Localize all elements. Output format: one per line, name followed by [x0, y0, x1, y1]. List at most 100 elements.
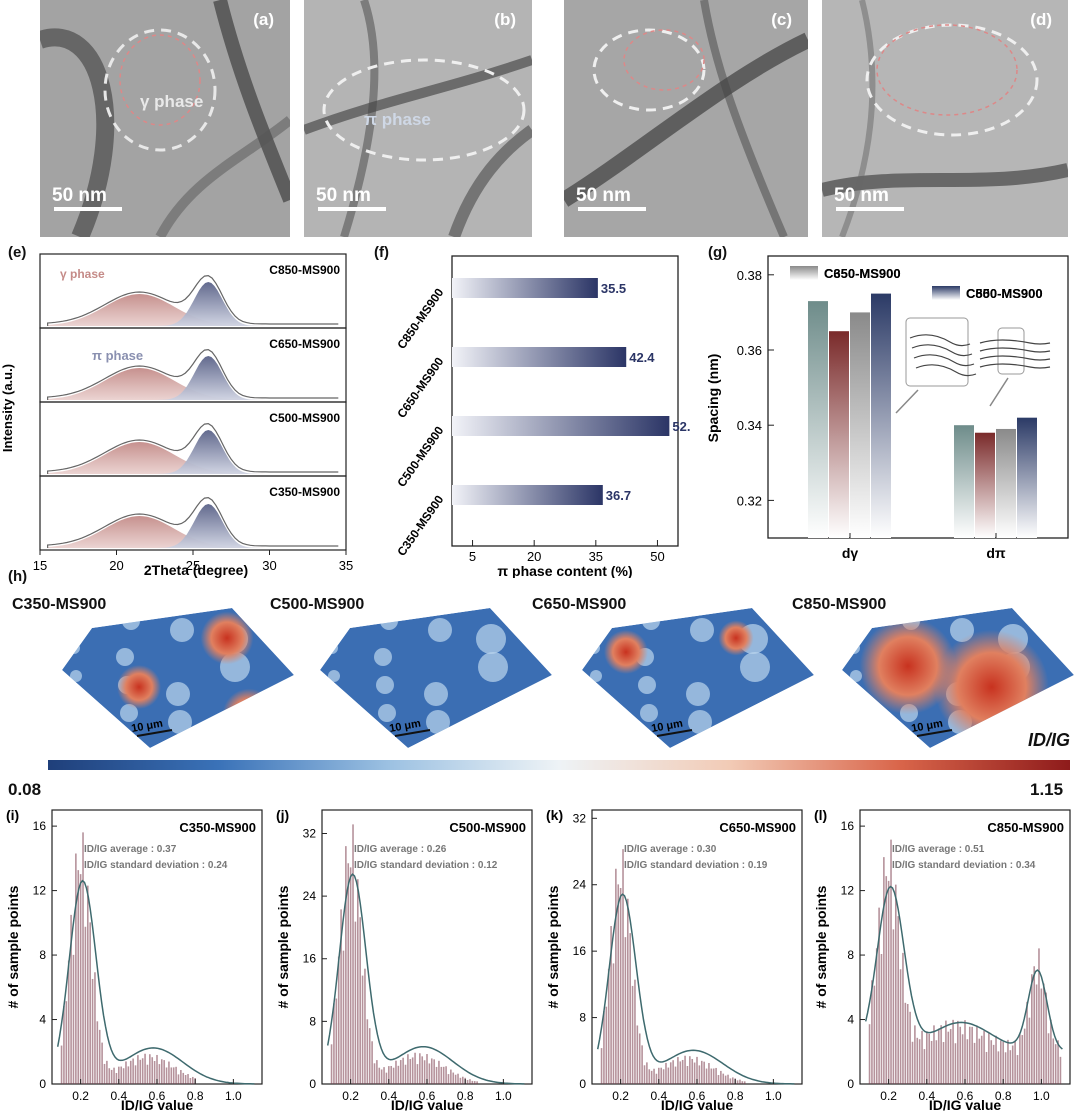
pi-label: π phase [92, 348, 143, 363]
tem-texture [304, 0, 532, 237]
scale-text: 50 nm [576, 185, 631, 206]
std-text: ID/IG standard deviation : 0.34 [892, 860, 1036, 871]
x-tick-label: 0.4 [380, 1089, 397, 1103]
x-tick-label: 0.6 [149, 1089, 166, 1103]
scale-bar [318, 207, 386, 211]
panel-label: (j) [276, 807, 289, 823]
y-tick-label: 0 [847, 1077, 854, 1091]
average-text: ID/IG average : 0.26 [354, 844, 447, 855]
y-tick-label: 4 [847, 1013, 854, 1027]
bar [975, 432, 995, 538]
map-title: C350-MS900 [12, 596, 107, 613]
y-tick-label: 8 [847, 948, 854, 962]
map-title: C500-MS900 [270, 596, 365, 613]
std-text: ID/IG standard deviation : 0.12 [354, 860, 498, 871]
tem-image-b: (b) π phase 50 nm [304, 0, 532, 237]
plot-frame [451, 255, 679, 547]
bar [871, 293, 891, 538]
hist-xlabel: ID/IG value [121, 1097, 194, 1113]
y-tick-label: 16 [303, 952, 317, 966]
scale-bar [578, 207, 646, 211]
pi-peak [147, 356, 285, 400]
legend-label: C350-MS900 [824, 266, 901, 281]
y-tick-label: 0 [579, 1077, 586, 1091]
x-tick-label: 0.2 [880, 1089, 897, 1103]
x-tick-label: 0.2 [342, 1089, 359, 1103]
y-tick-label: 16 [573, 944, 587, 958]
hist-ylabel: # of sample points [5, 885, 21, 1008]
average-text: ID/IG average : 0.30 [624, 844, 717, 855]
f-xlabel: π phase content (%) [497, 563, 632, 578]
panel-label: (b) [494, 10, 516, 29]
x-tick-label: 1.0 [765, 1089, 782, 1103]
gamma-peak [47, 442, 270, 474]
x-tick-label: 0.8 [187, 1089, 204, 1103]
xrd-chart: C850-MS900 C650-MS900 C500-MS900 C350-MS900… [0, 253, 353, 578]
kde-curve [864, 885, 1063, 1050]
y-tick-label: 0.34 [737, 418, 762, 433]
panel-label-f: (f) [374, 244, 389, 261]
map-scale: 10 μm [910, 718, 944, 735]
hist-xlabel: ID/IG value [661, 1097, 734, 1113]
value-label: 36.7 [606, 488, 631, 503]
pi-peak [147, 282, 285, 326]
average-text: ID/IG average : 0.51 [892, 844, 985, 855]
colorbar-min: 0.08 [8, 780, 42, 799]
x-tick-label: 1.0 [225, 1089, 242, 1103]
legend-label: C850-MS900 [966, 286, 1043, 301]
y-tick-label: 24 [573, 878, 587, 892]
y-tick-label: 0 [39, 1077, 46, 1091]
pi-peak [147, 430, 285, 474]
hist-ylabel: # of sample points [545, 885, 561, 1008]
tem-image-a: (a) γ phase 50 nm [40, 0, 290, 237]
hist-title: C650-MS900 [719, 820, 796, 835]
panel-label: (l) [814, 807, 827, 823]
y-tick-label: 24 [303, 889, 317, 903]
map-plane: 10 μm [582, 608, 814, 748]
hist-xlabel: ID/IG value [929, 1097, 1002, 1113]
y-tick-label: 32 [303, 826, 317, 840]
x-tick-label: 0.6 [689, 1089, 706, 1103]
panel-label: (i) [6, 807, 19, 823]
sample-label: C350-MS900 [269, 485, 340, 499]
tem-image-c: (c) 50 nm [564, 0, 808, 237]
bar [850, 312, 870, 538]
std-text: ID/IG standard deviation : 0.24 [84, 860, 228, 871]
value-label: 35.5 [601, 281, 626, 296]
xrd-xlabel: 2Theta (degree) [144, 562, 248, 578]
bar [452, 485, 603, 505]
panel-label-h: (h) [8, 568, 28, 585]
phase-label: γ phase [140, 92, 204, 111]
y-tick-label: 0 [309, 1077, 316, 1091]
x-tick-label: 5 [469, 549, 476, 564]
panel-label: (c) [771, 10, 792, 29]
x-tick-label: 20 [109, 558, 123, 573]
fit-curve [46, 496, 339, 549]
panel-label: (a) [253, 10, 274, 29]
scale-bar [836, 207, 904, 211]
colorbar-label: ID/IG [1028, 730, 1071, 750]
x-tick-label: 0.8 [727, 1089, 744, 1103]
x-tick-label: 1.0 [495, 1089, 512, 1103]
y-tick-label: 32 [573, 811, 587, 825]
tem-texture [40, 0, 290, 237]
y-tick-label: 12 [841, 884, 855, 898]
y-tick-label: 0.36 [737, 343, 762, 358]
kde-curve [596, 893, 795, 1085]
std-text: ID/IG standard deviation : 0.19 [624, 860, 768, 871]
hist-title: C500-MS900 [449, 820, 526, 835]
bar [954, 425, 974, 538]
stacking-illustration [895, 317, 1051, 414]
x-tick-label: 0.2 [72, 1089, 89, 1103]
y-tick-label: 16 [841, 819, 855, 833]
pi-peak [147, 504, 285, 548]
plot-frame [767, 255, 1069, 539]
x-tick-label: 35 [589, 549, 603, 564]
panel-label: (d) [1030, 10, 1052, 29]
scale-text: 50 nm [52, 185, 107, 206]
x-tick-label: 0.4 [650, 1089, 667, 1103]
y-tick-label: 8 [39, 948, 46, 962]
